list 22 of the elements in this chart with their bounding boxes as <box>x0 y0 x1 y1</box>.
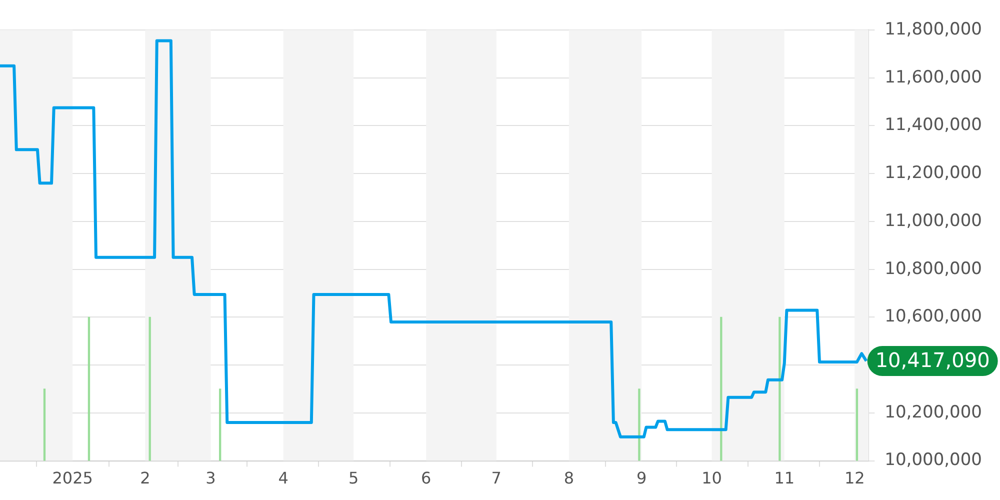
x-tick-label: 10 <box>702 468 722 488</box>
x-tick-label: 8 <box>564 468 574 488</box>
y-tick-label: 10,200,000 <box>884 402 982 422</box>
y-tick-label: 11,400,000 <box>884 115 982 136</box>
x-tick-label: 7 <box>491 468 502 488</box>
x-tick-label: 3 <box>206 468 216 488</box>
y-tick-label: 10,800,000 <box>884 258 982 279</box>
y-tick-label: 11,800,000 <box>884 19 982 40</box>
annotation: 10,417,090 <box>875 348 990 372</box>
y-tick-label: 10,600,000 <box>884 306 982 327</box>
y-tick-label: 11,200,000 <box>884 163 982 184</box>
x-tick-label: 2025 <box>52 468 93 488</box>
x-tick-label: 6 <box>421 468 432 488</box>
x-tick-label: 2 <box>140 468 150 488</box>
x-tick-label: 9 <box>636 468 647 488</box>
y-tick-label: 11,600,000 <box>884 67 982 88</box>
x-tick-label: 12 <box>844 468 865 488</box>
x-tick-label: 5 <box>348 468 359 488</box>
x-tick-label: 11 <box>774 468 795 488</box>
y-tick-label: 11,000,000 <box>884 210 982 231</box>
y-tick-label: 10,000,000 <box>884 450 982 470</box>
x-tick-label: 4 <box>278 468 288 488</box>
